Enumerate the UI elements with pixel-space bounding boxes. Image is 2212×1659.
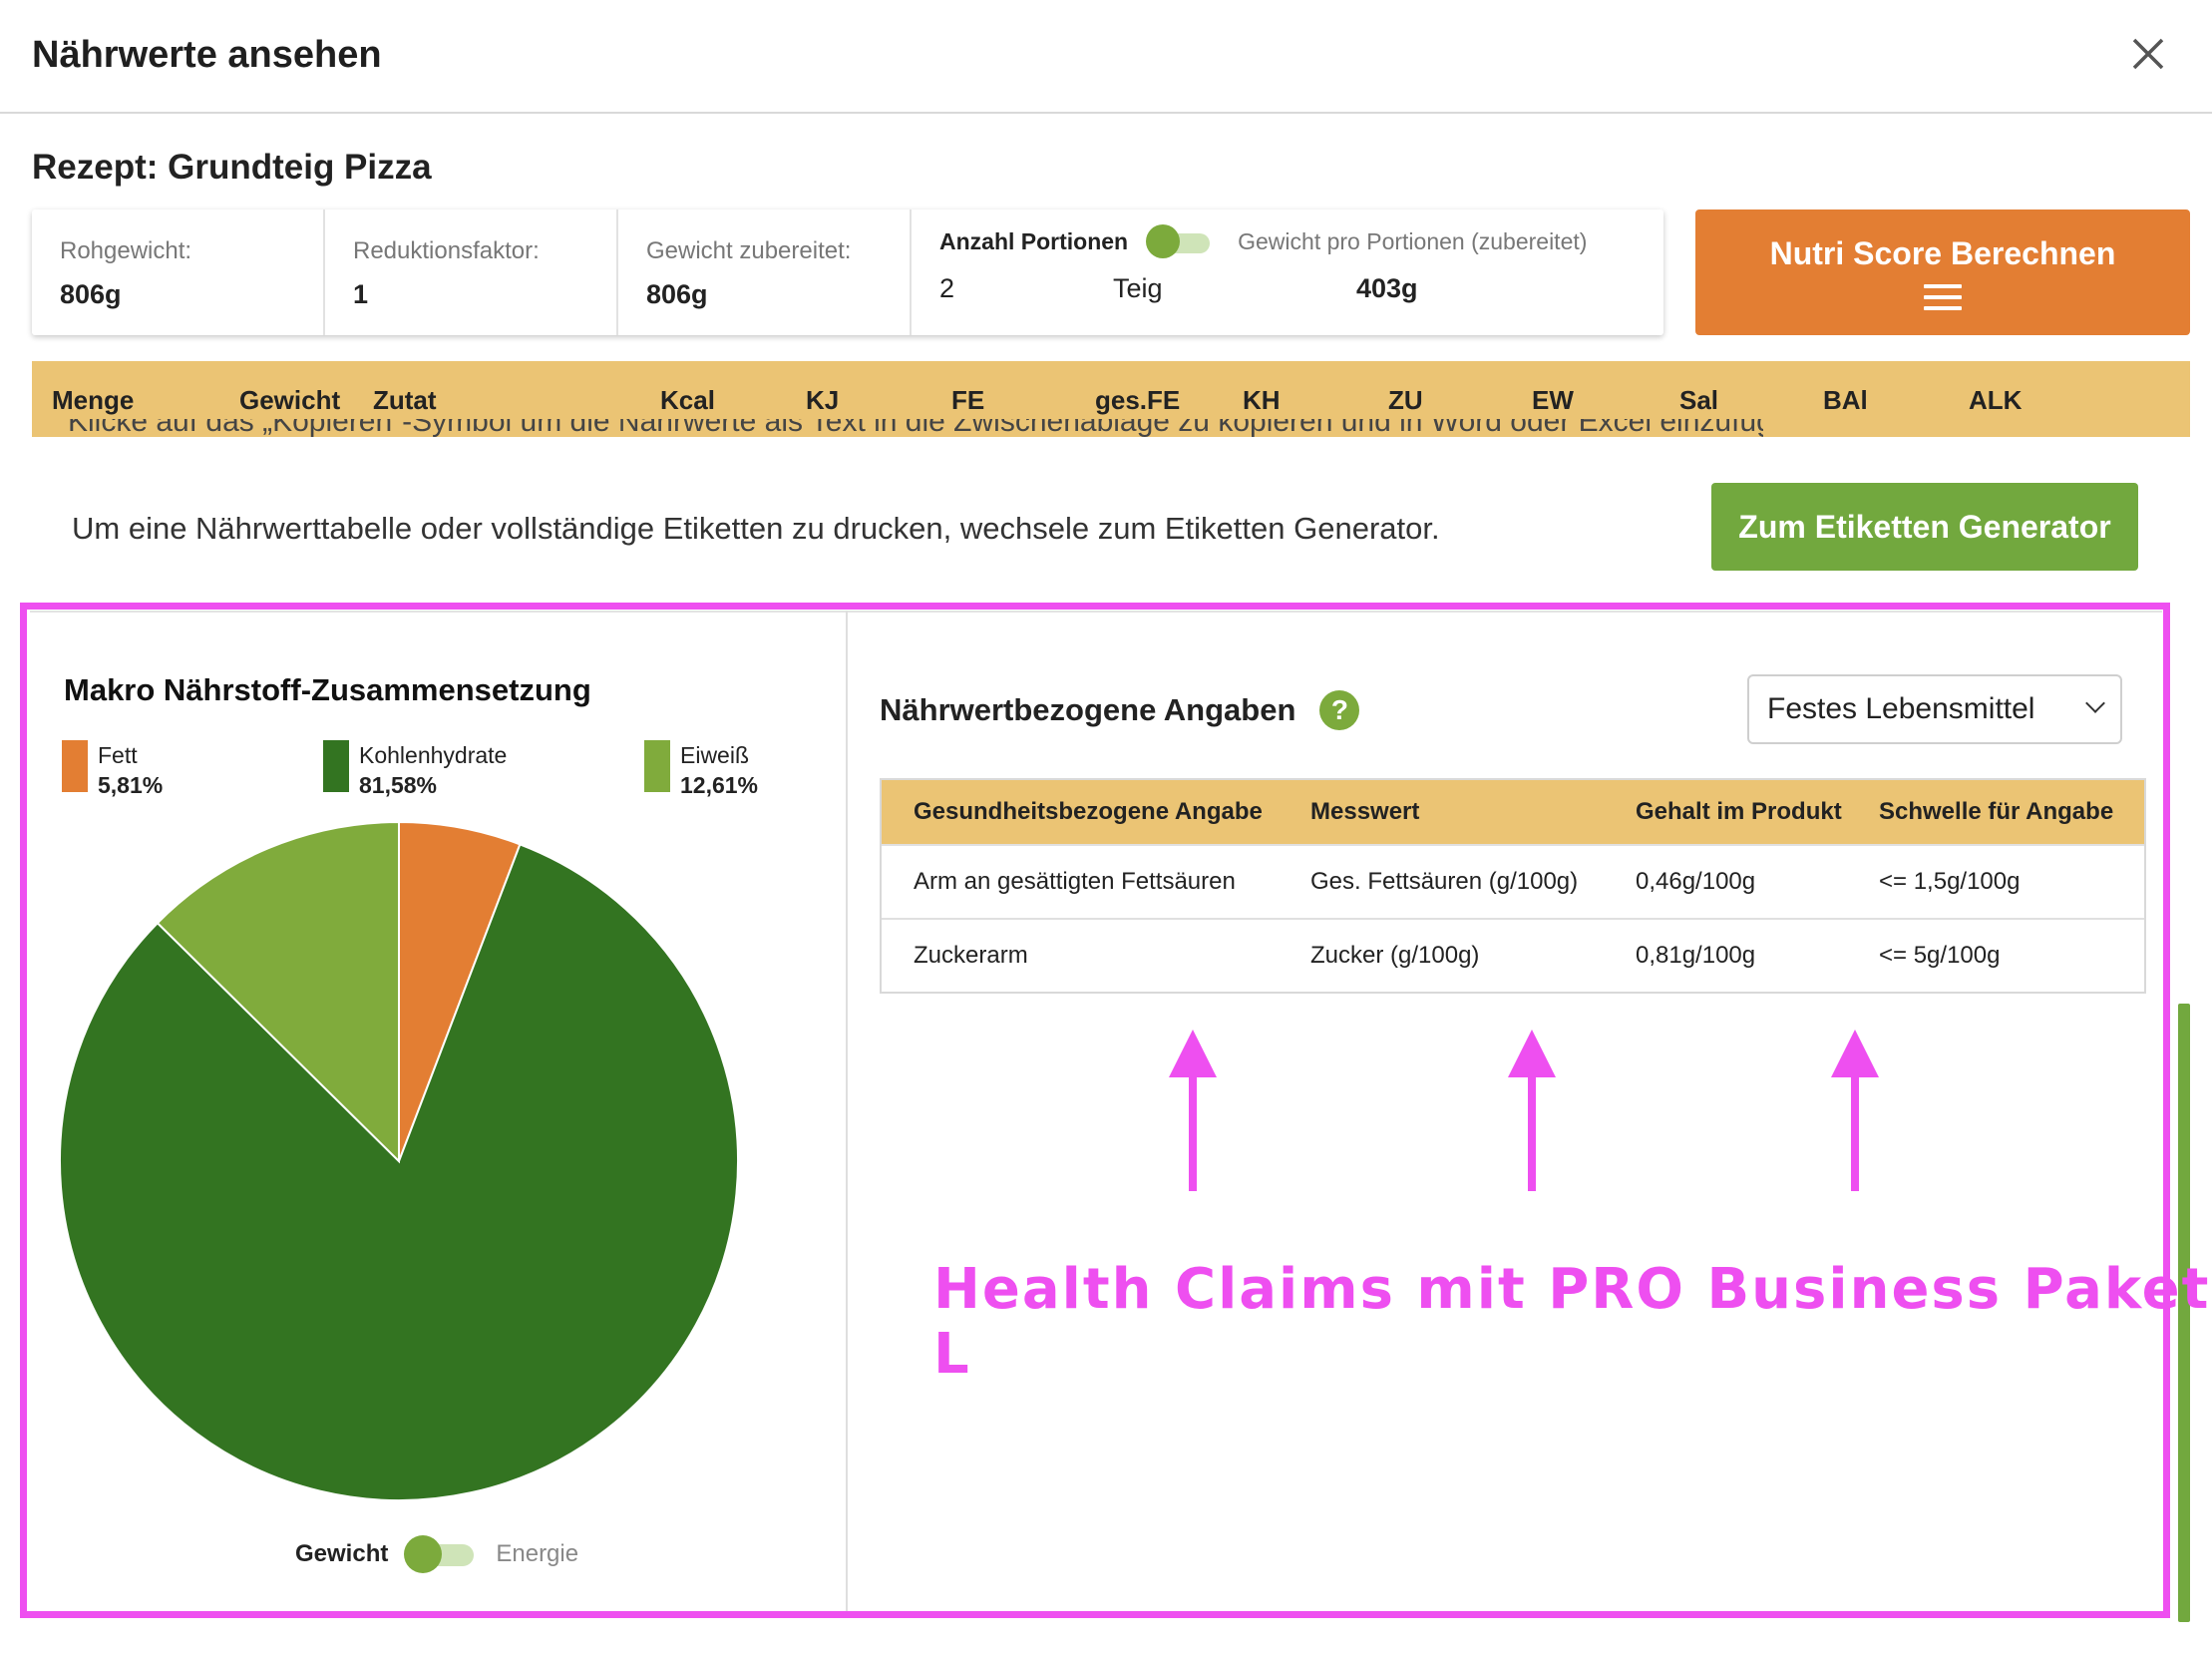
- claim-messwert: Zucker (g/100g): [1310, 942, 1480, 969]
- claims-col-messwert: Messwert: [1310, 798, 1420, 825]
- scrollbar[interactable]: [2178, 1004, 2190, 1622]
- claims-col-angabe: Gesundheitsbezogene Angabe: [914, 798, 1263, 825]
- col-zu[interactable]: ZU: [1388, 385, 1423, 415]
- portionen-unit: Teig: [1113, 273, 1163, 303]
- macro-pie-chart: [59, 820, 739, 1501]
- claims-table-header: Gesundheitsbezogene Angabe Messwert Geha…: [882, 780, 2144, 844]
- col-fe[interactable]: FE: [951, 385, 985, 415]
- toggle-label-energie: Energie: [496, 1540, 579, 1567]
- arrow-up-icon: [1831, 1030, 1879, 1191]
- etiketten-generator-button[interactable]: Zum Etiketten Generator: [1711, 483, 2138, 571]
- hamburger-menu-icon: [1924, 284, 1962, 310]
- col-menge[interactable]: Menge: [52, 385, 135, 415]
- claims-col-schwelle: Schwelle für Angabe: [1879, 798, 2114, 825]
- nutri-score-button[interactable]: Nutri Score Berechnen: [1695, 209, 2190, 335]
- question-mark-icon[interactable]: ?: [1319, 690, 1360, 730]
- col-sal[interactable]: Sal: [1679, 385, 1719, 415]
- legend-swatch-eiweiss: [644, 740, 670, 792]
- claims-table: Gesundheitsbezogene Angabe Messwert Geha…: [880, 778, 2146, 994]
- toggle-label-gewicht: Gewicht: [295, 1540, 389, 1567]
- chart-mode-toggle-group: Gewicht Energie: [295, 1535, 579, 1573]
- legend-item-fett: Fett 5,81%: [62, 740, 163, 800]
- legend-name-eiweiss: Eiweiß: [680, 742, 750, 768]
- claims-title-group: Nährwertbezogene Angaben ?: [880, 690, 1360, 730]
- print-info-text: Um eine Nährwerttabelle oder vollständig…: [72, 511, 1440, 546]
- gewicht-zubereitet-label: Gewicht zubereitet:: [646, 237, 852, 264]
- legend-name-fett: Fett: [98, 742, 138, 768]
- nutri-score-label: Nutri Score Berechnen: [1769, 235, 2116, 271]
- col-alk[interactable]: ALK: [1969, 385, 2023, 415]
- copy-hint-text-content: Klicke auf das „Kopieren“-Symbol um die …: [68, 419, 1763, 438]
- promo-text: Health Claims mit PRO Business Paket L: [933, 1257, 2211, 1387]
- rohgewicht-value: 806g: [60, 279, 122, 309]
- col-bal[interactable]: BAl: [1823, 385, 1868, 415]
- reduktionsfaktor-value: 1: [353, 279, 369, 309]
- portionen-value: 2: [939, 273, 955, 303]
- chart-mode-toggle[interactable]: [404, 1535, 475, 1573]
- col-kh[interactable]: KH: [1243, 385, 1281, 415]
- portion-weight-value: 403g: [1356, 273, 1418, 303]
- claim-angabe: Arm an gesättigten Fettsäuren: [914, 868, 1236, 895]
- rohgewicht-cell: Rohgewicht: 806g: [32, 209, 325, 335]
- table-row: Arm an gesättigten Fettsäuren Ges. Fetts…: [882, 844, 2144, 918]
- col-kj[interactable]: KJ: [806, 385, 840, 415]
- dialog-title: Nährwerte ansehen: [32, 34, 382, 76]
- reduktionsfaktor-cell: Reduktionsfaktor: 1: [325, 209, 618, 335]
- legend-swatch-kohlenhydrate: [323, 740, 349, 792]
- legend-name-kohlenhydrate: Kohlenhydrate: [359, 742, 508, 768]
- ingredient-table-header: Menge Gewicht Zutat Kcal KJ FE ges.FE KH…: [32, 361, 2190, 437]
- col-gewicht[interactable]: Gewicht: [239, 385, 341, 415]
- portion-weight-label: Gewicht pro Portionen (zubereitet): [1238, 227, 1588, 254]
- claim-gehalt: 0,46g/100g: [1636, 868, 1756, 895]
- macro-chart-title: Makro Nährstoff-Zusammensetzung: [64, 672, 591, 707]
- legend-item-kohlenhydrate: Kohlenhydrate 81,58%: [323, 740, 507, 800]
- arrow-up-icon: [1169, 1030, 1217, 1191]
- claims-col-gehalt: Gehalt im Produkt: [1636, 798, 1842, 825]
- claim-schwelle: <= 1,5g/100g: [1879, 868, 2021, 895]
- close-icon[interactable]: [2124, 30, 2172, 78]
- pie-slice-fett[interactable]: [398, 820, 522, 1162]
- dialog-header: Nährwerte ansehen: [0, 0, 2212, 114]
- food-type-select[interactable]: Festes Lebensmittel: [1747, 674, 2122, 744]
- arrow-up-icon: [1508, 1030, 1556, 1191]
- legend-swatch-fett: [62, 740, 88, 792]
- col-zutat[interactable]: Zutat: [373, 385, 437, 415]
- col-ew[interactable]: EW: [1532, 385, 1574, 415]
- gewicht-zubereitet-cell: Gewicht zubereitet: 806g: [618, 209, 912, 335]
- claim-schwelle: <= 5g/100g: [1879, 942, 2001, 969]
- legend-item-eiweiss: Eiweiß 12,61%: [644, 740, 758, 800]
- claim-gehalt: 0,81g/100g: [1636, 942, 1756, 969]
- panel-divider: [846, 611, 848, 1612]
- nutrition-panel: [30, 611, 2162, 1612]
- col-ges-fe[interactable]: ges.FE: [1095, 385, 1181, 415]
- highlight-frame: [20, 603, 2170, 1618]
- claims-title: Nährwertbezogene Angaben: [880, 692, 1296, 727]
- recipe-info-card: Rohgewicht: 806g Reduktionsfaktor: 1 Gew…: [32, 209, 1663, 335]
- pie-slice-kohlenhydrate[interactable]: [59, 843, 739, 1501]
- food-type-select-value: Festes Lebensmittel: [1767, 692, 2035, 725]
- portionen-cell: Anzahl Portionen Gewicht pro Portionen (…: [912, 209, 1663, 335]
- copy-hint-text: Klicke auf das „Kopieren“-Symbol um die …: [68, 419, 1763, 439]
- claim-angabe: Zuckerarm: [914, 942, 1028, 969]
- gewicht-zubereitet-value: 806g: [646, 279, 708, 309]
- legend-pct-fett: 5,81%: [98, 772, 164, 798]
- legend-pct-kohlenhydrate: 81,58%: [359, 772, 438, 798]
- reduktionsfaktor-label: Reduktionsfaktor:: [353, 237, 540, 264]
- portionen-label: Anzahl Portionen: [939, 227, 1129, 254]
- pie-slice-eiweiss[interactable]: [156, 820, 400, 1164]
- col-kcal[interactable]: Kcal: [660, 385, 715, 415]
- table-row: Zuckerarm Zucker (g/100g) 0,81g/100g <= …: [882, 918, 2144, 992]
- legend-pct-eiweiss: 12,61%: [680, 772, 759, 798]
- recipe-title: Rezept: Grundteig Pizza: [32, 148, 432, 187]
- claim-messwert: Ges. Fettsäuren (g/100g): [1310, 868, 1579, 895]
- rohgewicht-label: Rohgewicht:: [60, 237, 192, 264]
- portionen-toggle[interactable]: [1146, 224, 1212, 258]
